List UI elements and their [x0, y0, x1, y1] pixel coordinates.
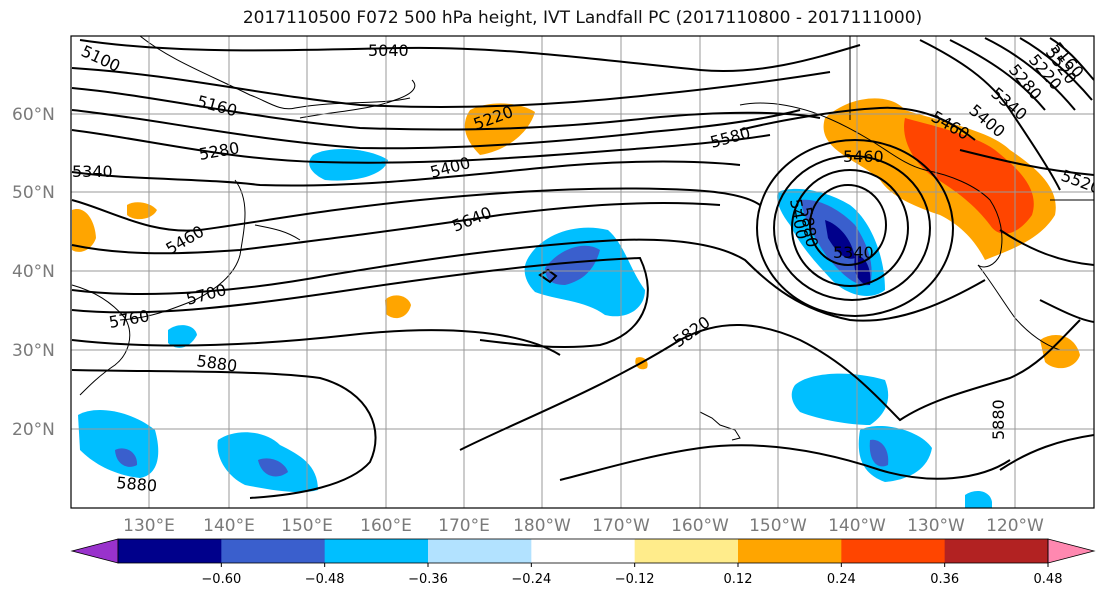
map-frame	[70, 35, 1095, 509]
colorbar-tick-label: 0.24	[827, 572, 856, 587]
contour-label: 5880	[989, 399, 1008, 440]
colorbar-extend-low	[70, 538, 119, 564]
lat-label: 20°N	[12, 420, 55, 440]
colorbar-tick-label: −0.48	[305, 572, 345, 587]
map-title: 2017110500 F072 500 hPa height, IVT Land…	[242, 8, 923, 28]
colorbar-segment	[738, 539, 842, 563]
colorbar-segment	[531, 539, 636, 563]
colorbar-segment	[428, 539, 532, 563]
lon-label: 140°W	[828, 516, 886, 536]
longitude-labels: 130°E 140°E 150°E 160°E 170°E 180°W 170°…	[123, 516, 1044, 536]
contour-label: 5880	[116, 473, 158, 495]
lat-label: 40°N	[12, 262, 55, 282]
colorbar-tick-label: 0.36	[930, 572, 959, 587]
colorbar-segment	[944, 539, 1049, 563]
colorbar-segment	[634, 539, 739, 563]
colorbar-tick-label: −0.36	[408, 572, 448, 587]
colorbar-extend-high	[1047, 538, 1096, 564]
lon-label: 160°E	[360, 516, 412, 536]
contour-label: 5460	[843, 147, 884, 166]
lon-label: 130°W	[907, 516, 965, 536]
lon-label: 120°W	[986, 516, 1044, 536]
latitude-labels: 60°N 50°N 40°N 30°N 20°N	[12, 105, 55, 440]
contour-label: 5340	[833, 243, 874, 262]
lat-label: 50°N	[12, 183, 55, 203]
lon-label: 130°E	[123, 516, 175, 536]
lat-label: 60°N	[12, 105, 55, 125]
lon-label: 160°W	[671, 516, 729, 536]
colorbar-tick-label: 0.48	[1034, 572, 1063, 587]
coastlines	[71, 36, 1094, 441]
lon-label: 150°W	[749, 516, 807, 536]
colorbar-segment	[324, 539, 429, 563]
lon-label: 180°W	[513, 516, 571, 536]
colorbar-segment	[118, 539, 222, 563]
lon-label: 170°E	[438, 516, 490, 536]
contour-label: 5340	[72, 162, 113, 181]
height-contours	[71, 37, 1094, 499]
colorbar-tick-label: −0.24	[511, 572, 551, 587]
lon-label: 150°E	[281, 516, 333, 536]
lon-label: 170°W	[592, 516, 650, 536]
lat-label: 30°N	[12, 341, 55, 361]
colorbar-outline	[117, 538, 1049, 564]
colorbar-segment	[841, 539, 946, 563]
contour-label: 5040	[368, 41, 409, 60]
colorbar: −0.60 −0.48 −0.36 −0.24 −0.12 0.12 0.24 0.36 0.4…	[70, 538, 1096, 587]
colorbar-segment	[221, 539, 326, 563]
colorbar-tick-label: −0.12	[615, 572, 655, 587]
colorbar-tick-label: 0.12	[724, 572, 753, 587]
lon-label: 140°E	[203, 516, 255, 536]
graticule	[71, 36, 1094, 508]
colorbar-tick-label: −0.60	[201, 572, 241, 587]
